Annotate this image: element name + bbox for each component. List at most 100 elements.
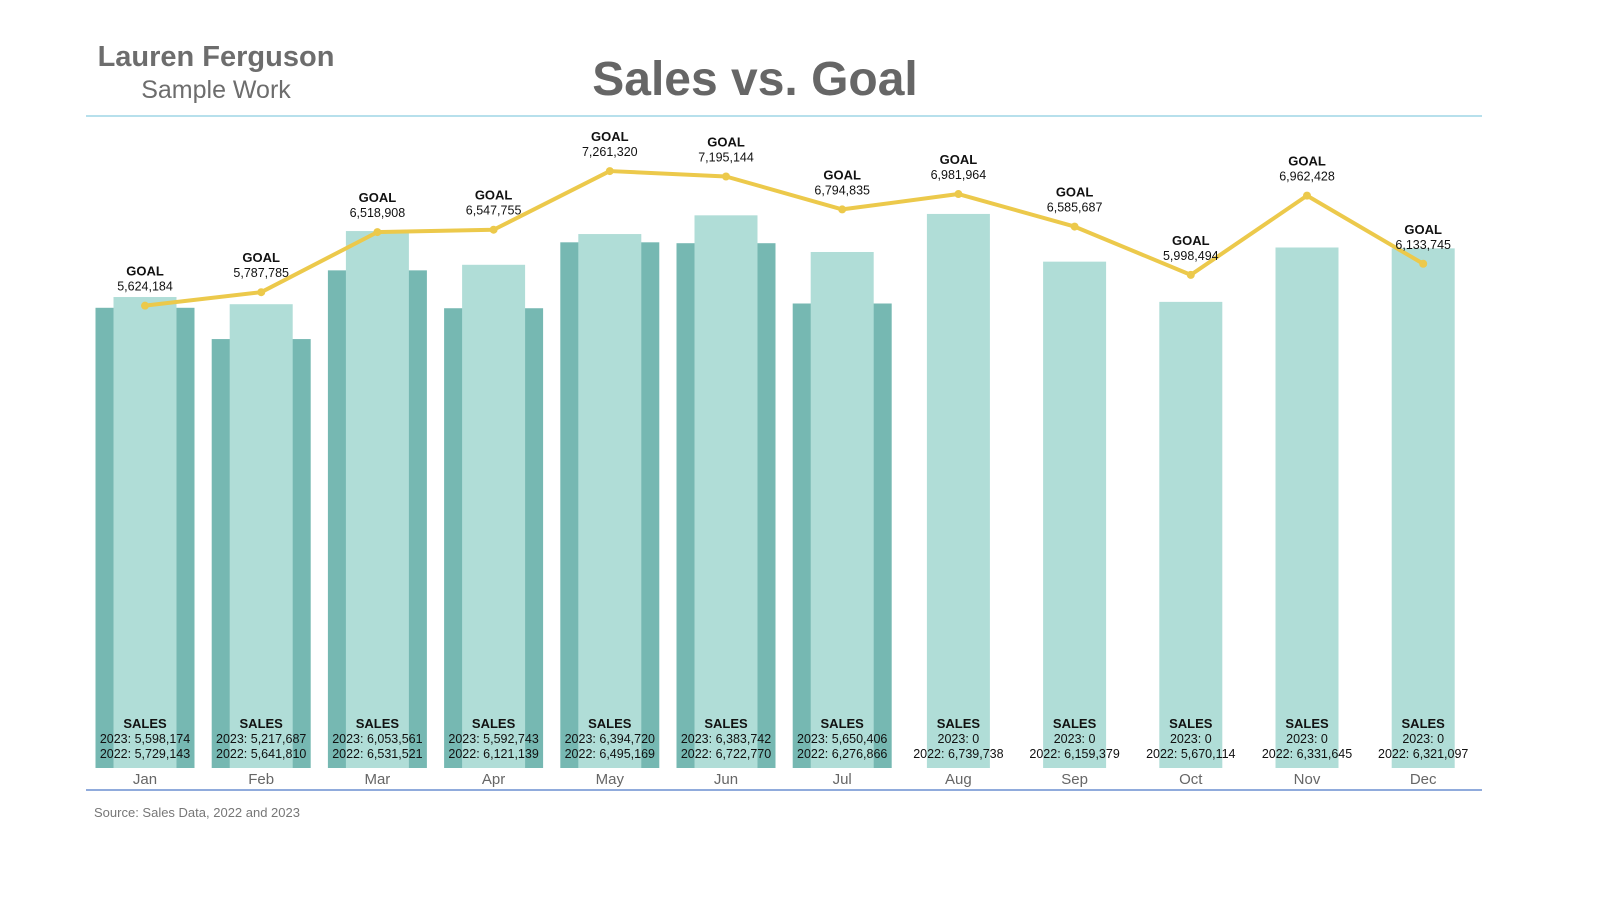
x-tick-may: May bbox=[596, 771, 625, 788]
goal-label-nov: GOAL bbox=[1288, 154, 1326, 169]
source-note: Source: Sales Data, 2022 and 2023 bbox=[94, 805, 300, 820]
goal-line bbox=[143, 169, 1426, 308]
sales-2022-value-apr: 2022: 6,121,139 bbox=[448, 747, 538, 761]
sales-2023-value-nov: 2023: 0 bbox=[1286, 732, 1328, 746]
goal-point-nov bbox=[1303, 191, 1311, 200]
sales-2023-value-aug: 2023: 0 bbox=[938, 732, 980, 746]
goal-label-may: GOAL bbox=[591, 129, 629, 144]
goal-label-oct: GOAL bbox=[1172, 233, 1210, 248]
goal-value-feb: 5,787,785 bbox=[233, 266, 289, 280]
goal-value-nov: 6,962,428 bbox=[1279, 170, 1335, 184]
x-tick-sep: Sep bbox=[1061, 771, 1088, 788]
sales-2022-value-feb: 2022: 5,641,810 bbox=[216, 747, 306, 761]
sales-2023-value-dec: 2023: 0 bbox=[1402, 732, 1444, 746]
goal-point-feb bbox=[257, 288, 266, 297]
sales-2022-value-aug: 2022: 6,739,738 bbox=[913, 747, 1003, 761]
x-tick-jul: Jul bbox=[833, 771, 852, 788]
goal-point-aug bbox=[954, 190, 963, 199]
sales-2022-value-dec: 2022: 6,321,097 bbox=[1378, 747, 1468, 761]
goal-line-series bbox=[141, 167, 1428, 310]
sales-label-may: SALES bbox=[588, 716, 632, 731]
author-subtitle: Sample Work bbox=[141, 76, 291, 104]
goal-value-aug: 6,981,964 bbox=[931, 168, 987, 182]
bar-2022-sep bbox=[1043, 261, 1107, 768]
sales-label-aug: SALES bbox=[937, 716, 981, 731]
sales-label-jul: SALES bbox=[821, 716, 865, 731]
goal-value-jul: 6,794,835 bbox=[814, 183, 870, 197]
sales-2023-value-feb: 2023: 5,217,687 bbox=[216, 732, 306, 746]
sales-2022-value-jun: 2022: 6,722,770 bbox=[681, 747, 771, 761]
goal-value-may: 7,261,320 bbox=[582, 145, 638, 159]
x-tick-jun: Jun bbox=[714, 771, 738, 788]
goal-label-jan: GOAL bbox=[126, 264, 164, 279]
goal-point-may bbox=[605, 167, 614, 176]
sales-2022-value-jul: 2022: 6,276,866 bbox=[797, 747, 887, 761]
sales-label-mar: SALES bbox=[356, 716, 400, 731]
goal-point-oct bbox=[1186, 270, 1195, 279]
x-tick-apr: Apr bbox=[482, 771, 505, 788]
goal-label-dec: GOAL bbox=[1404, 222, 1442, 237]
sales-2022-value-oct: 2022: 5,670,114 bbox=[1146, 747, 1235, 761]
sales-2023-value-sep: 2023: 0 bbox=[1054, 732, 1096, 746]
sales-label-jun: SALES bbox=[704, 716, 748, 731]
sales-label-sep: SALES bbox=[1053, 716, 1097, 731]
x-tick-nov: Nov bbox=[1294, 771, 1321, 788]
sales-2022-value-mar: 2022: 6,531,521 bbox=[332, 747, 422, 761]
sales-2022-value-may: 2022: 6,495,169 bbox=[565, 747, 655, 761]
sales-2022-value-jan: 2022: 5,729,143 bbox=[100, 747, 190, 761]
goal-point-sep bbox=[1070, 222, 1079, 231]
bar-2022-jul bbox=[810, 251, 874, 769]
series-2022-bars bbox=[113, 213, 1455, 769]
sales-label-feb: SALES bbox=[240, 716, 284, 731]
sales-label-apr: SALES bbox=[472, 716, 516, 731]
goal-label-mar: GOAL bbox=[359, 190, 397, 205]
goal-value-jan: 5,624,184 bbox=[117, 280, 173, 294]
sales-label-jan: SALES bbox=[123, 716, 167, 731]
bar-2022-aug bbox=[926, 213, 990, 768]
bar-2022-jan bbox=[113, 297, 177, 768]
sales-2023-value-jan: 2023: 5,598,174 bbox=[100, 732, 190, 746]
bar-2022-nov bbox=[1275, 247, 1339, 768]
goal-value-apr: 6,547,755 bbox=[466, 204, 522, 218]
goal-point-jul bbox=[838, 205, 847, 214]
sales-2023-value-jul: 2023: 5,650,406 bbox=[797, 732, 887, 746]
bar-2022-feb bbox=[229, 304, 293, 768]
sales-2023-value-mar: 2023: 6,053,561 bbox=[332, 732, 422, 746]
goal-label-apr: GOAL bbox=[475, 188, 513, 203]
data-labels: GOAL5,624,184GOAL5,787,785GOAL6,518,908G… bbox=[100, 129, 1469, 761]
sales-label-nov: SALES bbox=[1285, 716, 1329, 731]
x-tick-aug: Aug bbox=[945, 771, 972, 788]
goal-point-mar bbox=[373, 228, 382, 237]
sales-2022-value-sep: 2022: 6,159,379 bbox=[1029, 747, 1119, 761]
bar-2022-may bbox=[578, 234, 642, 768]
bar-2022-jun bbox=[694, 215, 758, 768]
goal-label-sep: GOAL bbox=[1056, 185, 1094, 200]
goal-point-apr bbox=[489, 225, 498, 234]
goal-label-jul: GOAL bbox=[823, 167, 861, 182]
author-name: Lauren Ferguson bbox=[97, 41, 335, 73]
bar-2022-oct bbox=[1159, 301, 1223, 768]
goal-point-jun bbox=[722, 172, 730, 181]
goal-value-mar: 6,518,908 bbox=[350, 206, 406, 220]
x-tick-jan: Jan bbox=[133, 771, 157, 788]
sales-2023-value-oct: 2023: 0 bbox=[1170, 732, 1212, 746]
sales-2023-value-apr: 2023: 5,592,743 bbox=[448, 732, 538, 746]
goal-value-jun: 7,195,144 bbox=[698, 151, 754, 165]
sales-2023-value-may: 2023: 6,394,720 bbox=[565, 732, 655, 746]
x-tick-mar: Mar bbox=[364, 771, 390, 788]
goal-value-dec: 6,133,745 bbox=[1395, 238, 1451, 252]
x-axis-ticks: Jan Feb Mar Apr May Jun Jul Aug Sep Oct Nov Dec bbox=[133, 771, 1437, 788]
goal-value-oct: 5,998,494 bbox=[1163, 249, 1219, 263]
goal-label-jun: GOAL bbox=[707, 135, 745, 150]
goal-point-dec bbox=[1419, 259, 1428, 268]
chart-title: Sales vs. Goal bbox=[592, 53, 918, 106]
x-tick-oct: Oct bbox=[1179, 771, 1203, 788]
x-tick-feb: Feb bbox=[248, 771, 274, 788]
goal-label-aug: GOAL bbox=[940, 152, 978, 167]
sales-label-oct: SALES bbox=[1169, 716, 1213, 731]
sales-label-dec: SALES bbox=[1402, 716, 1446, 731]
author-block: Lauren Ferguson Sample Work bbox=[96, 40, 336, 106]
x-tick-dec: Dec bbox=[1410, 771, 1437, 788]
sales-2022-value-nov: 2022: 6,331,645 bbox=[1262, 747, 1352, 761]
